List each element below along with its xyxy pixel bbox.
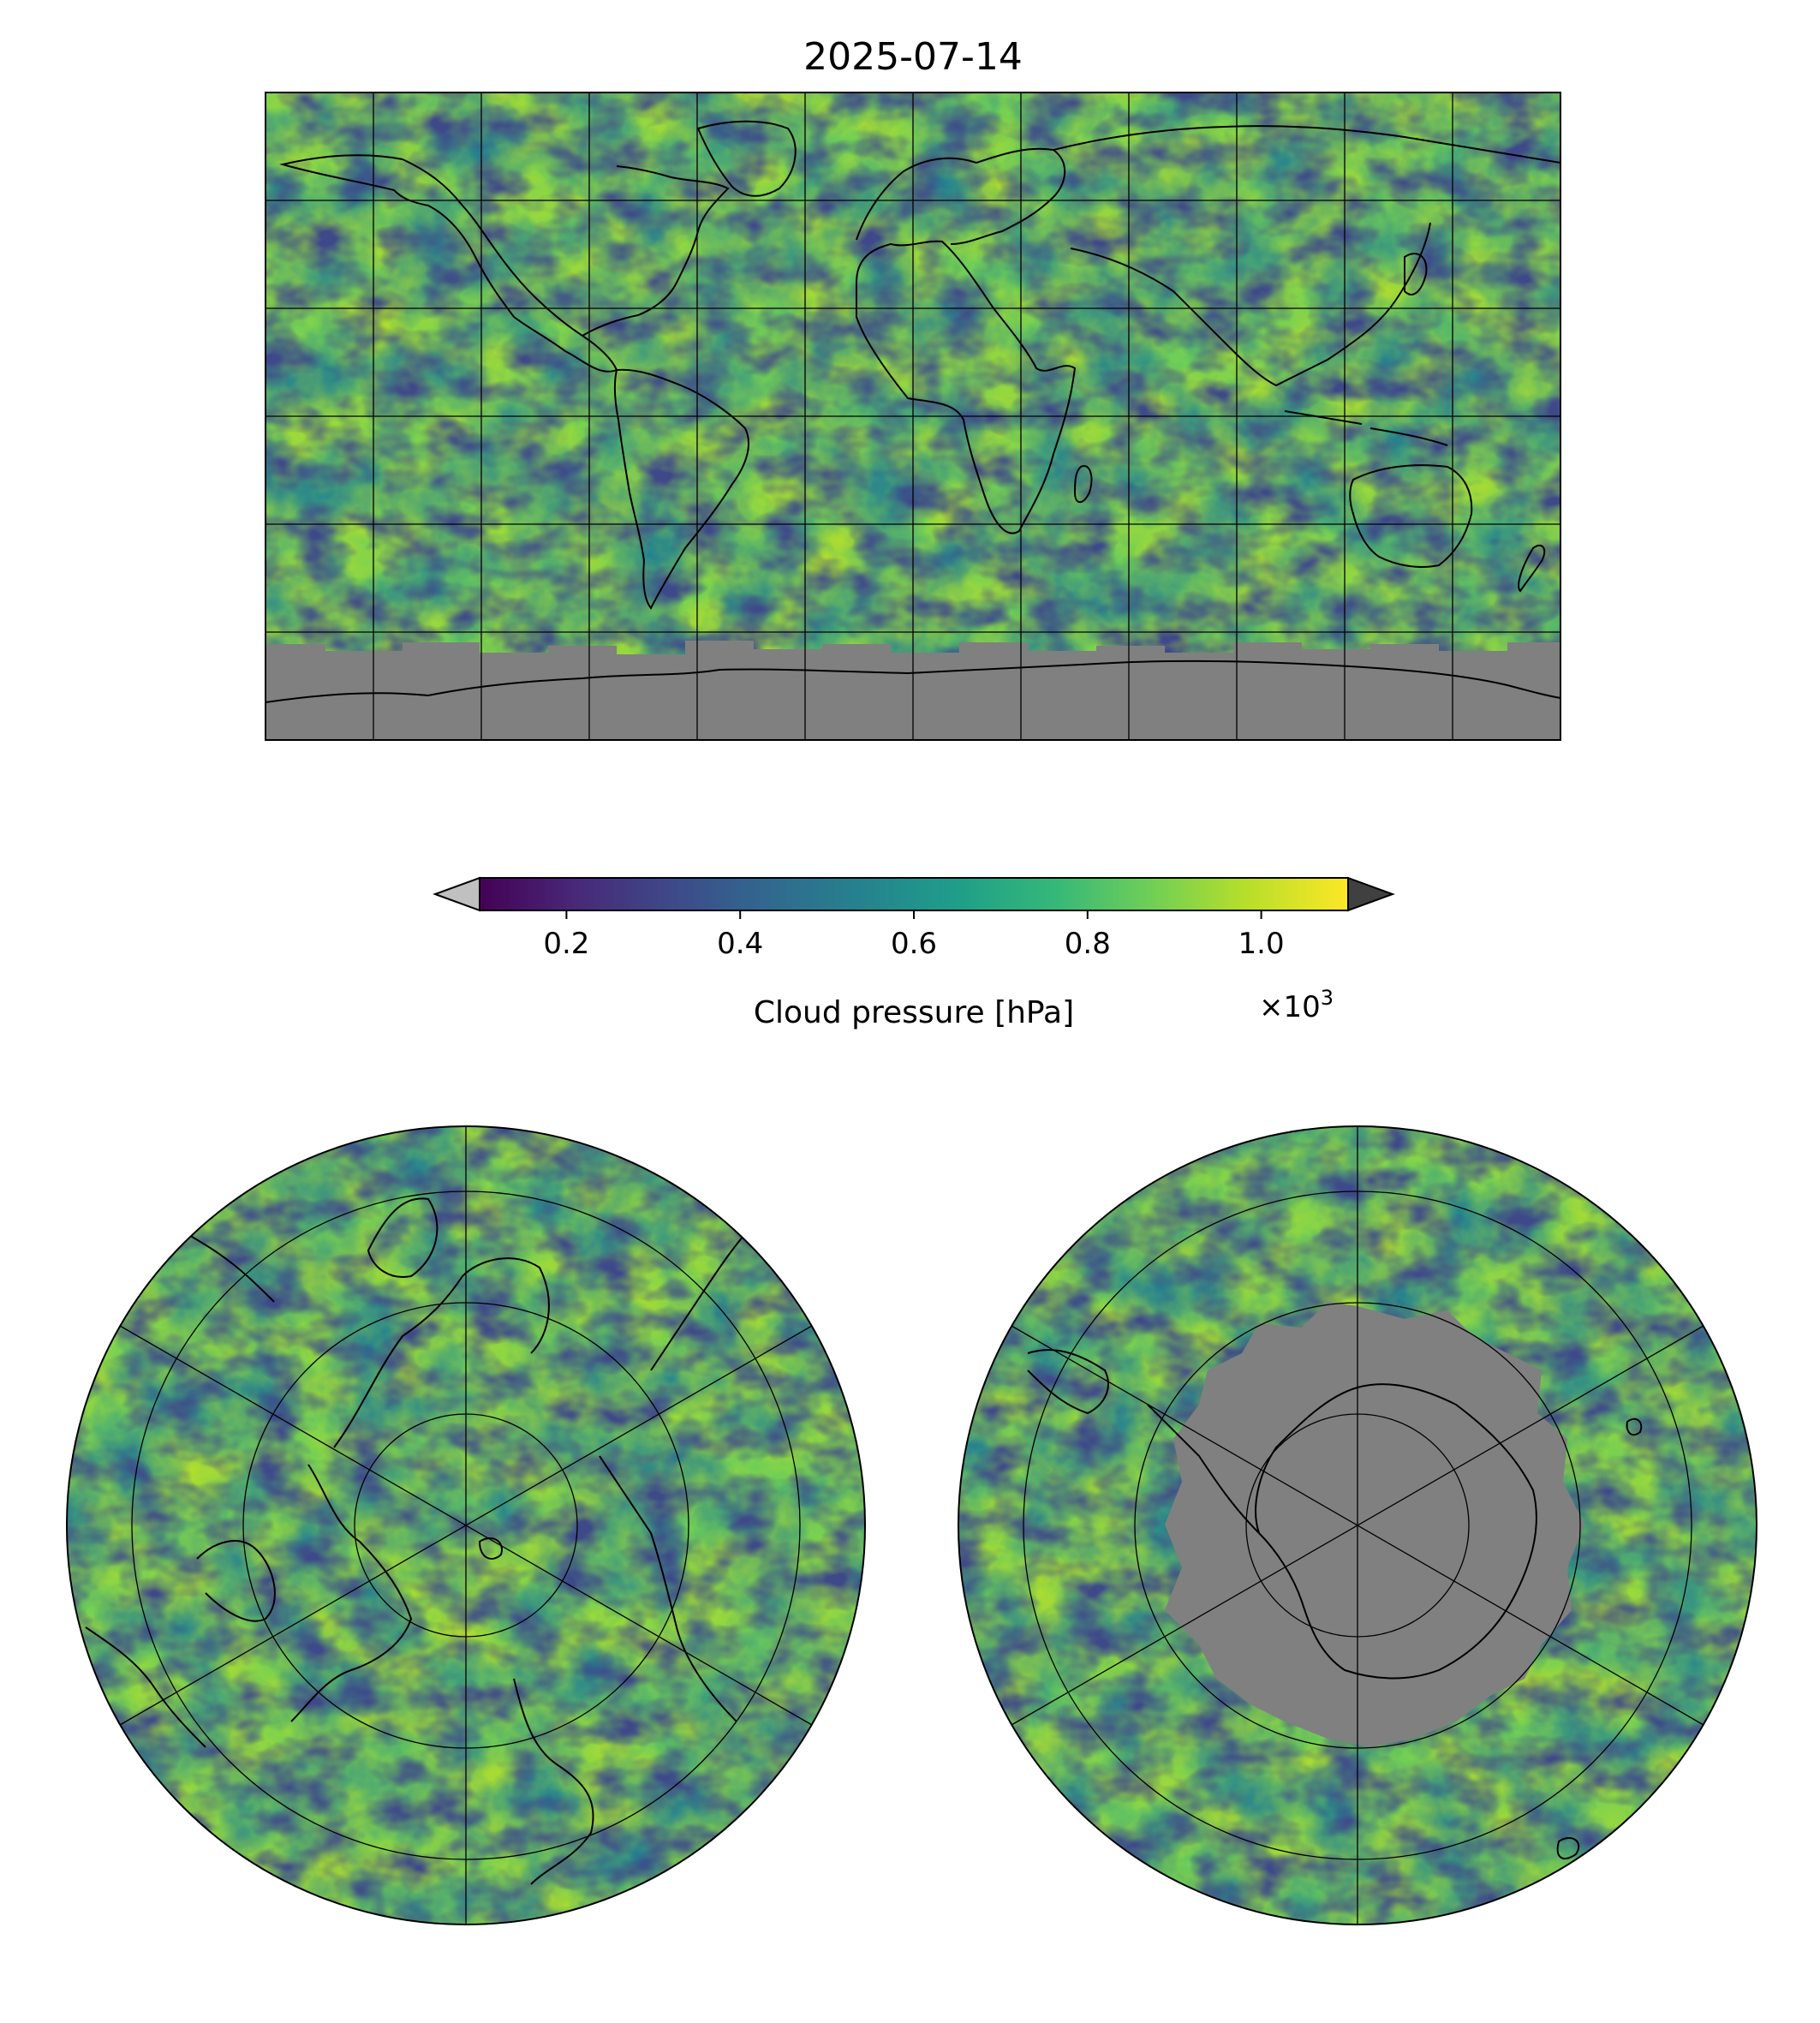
north-polar-map [67,1126,865,1925]
colorbar: 0.2 0.4 0.6 0.8 1.0 Cloud pressure [hPa] ×10… [435,878,1393,1030]
colorbar-tick-label: 1.0 [1238,927,1285,961]
colorbar-multiplier: ×103 [1259,986,1334,1024]
colorbar-label: Cloud pressure [hPa] [754,995,1074,1030]
colorbar-under-extension [435,878,480,910]
global-map [266,92,1560,740]
south-polar-map [958,1126,1757,1925]
colorbar-gradient [480,878,1348,910]
figure-title: 2025-07-14 [803,35,1023,79]
colorbar-tick-label: 0.2 [543,927,589,961]
colorbar-tick-label: 0.8 [1065,927,1111,961]
colorbar-tick-label: 0.6 [891,927,937,961]
colorbar-over-extension [1348,878,1393,910]
figure: 2025-07-14 [0,0,1820,2023]
colorbar-tick-label: 0.4 [717,927,763,961]
